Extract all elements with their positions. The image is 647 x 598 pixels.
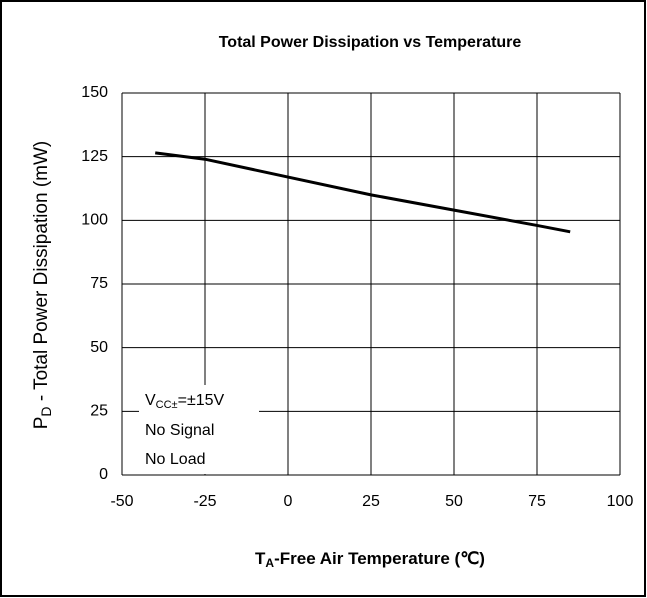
annotation: No Signal (145, 422, 214, 439)
y-axis-label: PD - Total Power Dissipation (mW) (31, 141, 54, 430)
y-tick-label: 100 (81, 212, 108, 229)
annotation: No Load (145, 451, 206, 468)
x-axis-label: TA-Free Air Temperature (℃) (255, 549, 485, 570)
y-tick-label: 0 (99, 466, 108, 483)
annotation-box (139, 385, 259, 474)
x-tick-label: 75 (528, 493, 546, 510)
x-tick-label: 100 (607, 493, 634, 510)
data-line (155, 151, 571, 234)
x-tick-label: 25 (362, 493, 380, 510)
chart-title: Total Power Dissipation vs Temperature (219, 34, 522, 51)
y-tick-label: 150 (81, 84, 108, 101)
annotation: VCC±=±15V (145, 392, 225, 411)
x-tick-label: 0 (284, 493, 293, 510)
y-tick-label: 25 (90, 403, 108, 420)
y-tick-label: 50 (90, 339, 108, 356)
x-tick-label: -25 (193, 493, 216, 510)
y-tick-label: 125 (81, 148, 108, 165)
y-tick-label: 75 (90, 275, 108, 292)
x-tick-label: 50 (445, 493, 463, 510)
x-tick-label: -50 (110, 493, 133, 510)
